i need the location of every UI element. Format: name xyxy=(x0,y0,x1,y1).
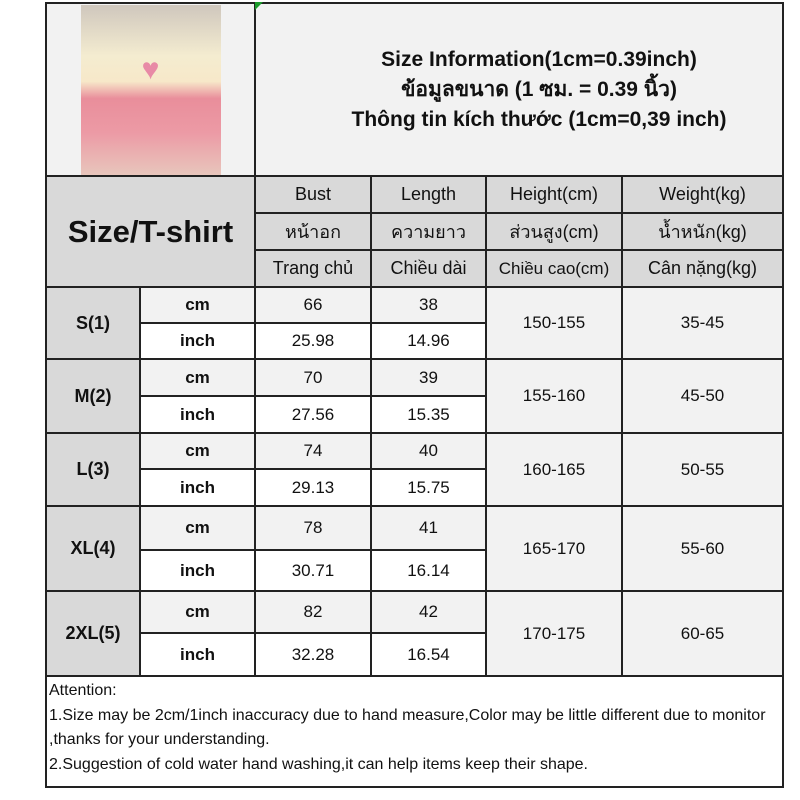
header-bust: Bust xyxy=(254,175,372,214)
unit-inch: inch xyxy=(139,549,256,592)
length-inch: 14.96 xyxy=(370,322,487,360)
heart-graphic: ♥ xyxy=(141,52,160,86)
length-inch: 15.75 xyxy=(370,468,487,507)
length-cm: 39 xyxy=(370,358,487,397)
attention-heading: Attention: xyxy=(49,682,117,699)
weight-range: 55-60 xyxy=(620,505,785,592)
unit-cm: cm xyxy=(139,590,256,634)
unit-cm: cm xyxy=(139,358,256,397)
size-row-cm: S(1) cm 66 38 150-155 35-45 xyxy=(45,286,785,360)
unit-inch: inch xyxy=(139,322,256,360)
bust-inch: 27.56 xyxy=(254,395,372,434)
size-label: S(1) xyxy=(45,286,141,360)
unit-inch: inch xyxy=(139,395,256,434)
header-length: Length xyxy=(370,175,487,214)
height-range: 150-155 xyxy=(485,286,623,360)
weight-range: 35-45 xyxy=(620,286,785,360)
bust-cm: 70 xyxy=(254,358,372,397)
title-th: ข้อมูลขนาด (1 ซม. = 0.39 นิ้ว) xyxy=(401,77,677,101)
bust-cm: 78 xyxy=(254,505,372,551)
height-range: 155-160 xyxy=(485,358,623,434)
size-label: M(2) xyxy=(45,358,141,434)
unit-cm: cm xyxy=(139,432,256,470)
size-info-title: Size Information(1cm=0.39inch) ข้อมูลขนา… xyxy=(253,2,785,177)
bust-cm: 74 xyxy=(254,432,372,470)
header-weight-th: น้ำหนัก(kg) xyxy=(620,212,785,251)
bust-inch: 29.13 xyxy=(254,468,372,507)
weight-range: 50-55 xyxy=(620,432,785,507)
title-en: Size Information(1cm=0.39inch) xyxy=(381,47,697,71)
size-row-inch: inch 25.98 14.96 xyxy=(46,322,783,360)
header-height: Height(cm) xyxy=(485,175,623,214)
bust-inch: 25.98 xyxy=(254,322,372,360)
length-cm: 38 xyxy=(370,286,487,324)
size-row-cm: L(3) cm 74 40 160-165 50-55 xyxy=(45,432,785,507)
bust-cm: 66 xyxy=(254,286,372,324)
header-length-vi: Chiều dài xyxy=(370,249,487,288)
unit-cm: cm xyxy=(139,505,256,551)
height-range: 160-165 xyxy=(485,432,623,507)
unit-inch: inch xyxy=(139,468,256,507)
bust-cm: 82 xyxy=(254,590,372,634)
height-range: 170-175 xyxy=(485,590,623,677)
length-inch: 15.35 xyxy=(370,395,487,434)
cell-marker xyxy=(255,2,263,10)
size-row-inch: inch 30.71 16.14 xyxy=(46,549,783,592)
size-label: L(3) xyxy=(45,432,141,507)
product-photo-cell: ♥ xyxy=(45,2,256,177)
length-cm: 42 xyxy=(370,590,487,634)
length-inch: 16.14 xyxy=(370,549,487,592)
size-row-cm: M(2) cm 70 39 155-160 45-50 xyxy=(45,358,785,434)
header-length-th: ความยาว xyxy=(370,212,487,251)
length-cm: 41 xyxy=(370,505,487,551)
title-vi: Thông tin kích thước (1cm=0,39 inch) xyxy=(351,107,727,131)
attention-note: Attention: 1.Size may be 2cm/1inch inacc… xyxy=(44,675,785,788)
header-bust-vi: Trang chủ xyxy=(254,249,372,288)
size-label: 2XL(5) xyxy=(45,590,141,677)
unit-inch: inch xyxy=(139,632,256,677)
bust-inch: 32.28 xyxy=(254,632,372,677)
size-row-cm: 2XL(5) cm 82 42 170-175 60-65 xyxy=(45,590,785,677)
product-photo: ♥ xyxy=(80,4,221,175)
weight-range: 45-50 xyxy=(620,358,785,434)
unit-cm: cm xyxy=(139,286,256,324)
size-row-inch: inch 29.13 15.75 xyxy=(46,468,783,507)
size-row-inch: inch 27.56 15.35 xyxy=(46,395,783,434)
header-weight: Weight(kg) xyxy=(620,175,785,214)
attention-line-2: 2.Suggestion of cold water hand washing,… xyxy=(49,755,588,773)
size-row-cm: XL(4) cm 78 41 165-170 55-60 xyxy=(45,505,785,592)
size-row-inch: inch 32.28 16.54 xyxy=(46,632,783,677)
length-cm: 40 xyxy=(370,432,487,470)
size-chart-table: ♥ Size Information(1cm=0.39inch) ข้อมูลข… xyxy=(44,2,785,788)
header-height-vi: Chiều cao(cm) xyxy=(485,249,623,288)
length-inch: 16.54 xyxy=(370,632,487,677)
height-range: 165-170 xyxy=(485,505,623,592)
header-bust-th: หน้าอก xyxy=(254,212,372,251)
header-weight-vi: Cân nặng(kg) xyxy=(620,249,785,288)
size-tshirt-label: Size/T-shirt xyxy=(45,175,256,288)
attention-line-1: 1.Size may be 2cm/1inch inaccuracy due t… xyxy=(49,706,766,749)
header-height-th: ส่วนสูง(cm) xyxy=(485,212,623,251)
bust-inch: 30.71 xyxy=(254,549,372,592)
weight-range: 60-65 xyxy=(620,590,785,677)
size-label: XL(4) xyxy=(45,505,141,592)
